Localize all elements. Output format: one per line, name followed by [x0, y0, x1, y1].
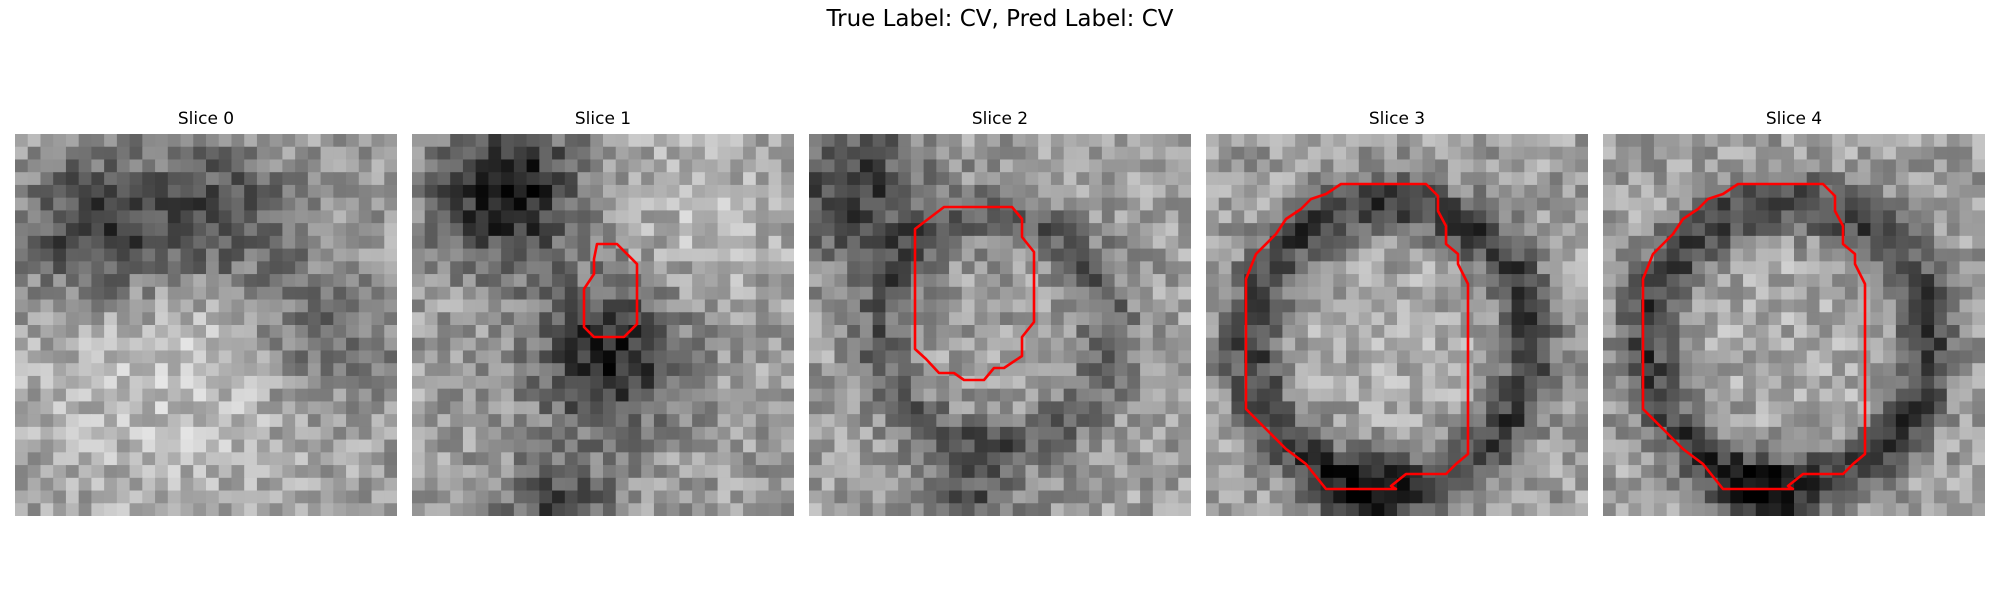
slice-image: [15, 134, 397, 516]
slice-panel-2: Slice 2: [809, 108, 1191, 516]
slice-panel-4: Slice 4: [1603, 108, 1985, 516]
slice-image: [1603, 134, 1985, 516]
slice-image: [809, 134, 1191, 516]
segmentation-contour: [913, 205, 1036, 382]
slice-image: [1206, 134, 1588, 516]
slice-title: Slice 1: [574, 109, 632, 129]
figure-title: True Label: CV, Pred Label: CV: [826, 6, 1174, 32]
segmentation-contour: [1244, 182, 1470, 491]
slice-panel-3: Slice 3: [1206, 108, 1588, 516]
slice-image: [412, 134, 794, 516]
slice-title: Slice 4: [1765, 109, 1823, 129]
segmentation-contour: [582, 242, 639, 339]
slice-title: Slice 3: [1368, 109, 1426, 129]
segmentation-contour: [1641, 182, 1867, 491]
slice-panel-0: Slice 0: [15, 108, 397, 516]
slice-title: Slice 0: [177, 109, 235, 129]
slice-title: Slice 2: [971, 109, 1029, 129]
slice-panel-1: Slice 1: [412, 108, 794, 516]
